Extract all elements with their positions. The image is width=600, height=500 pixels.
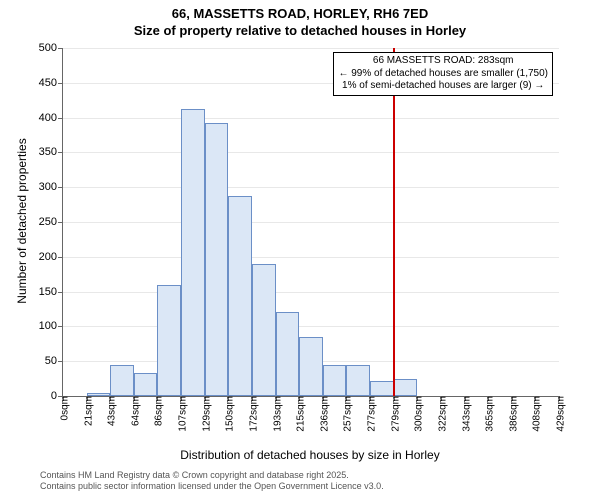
xtick-label: 86sqm [150, 396, 165, 426]
gridline [63, 152, 559, 153]
chart-container: 66, MASSETTS ROAD, HORLEY, RH6 7ED Size … [0, 0, 600, 500]
gridline [63, 48, 559, 49]
chart-title-line2: Size of property relative to detached ho… [0, 23, 600, 38]
xtick-label: 0sqm [56, 396, 71, 420]
marker-line [393, 48, 395, 396]
annotation-line1: 66 MASSETTS ROAD: 283sqm [338, 55, 548, 68]
xtick-label: 300sqm [410, 396, 425, 432]
xtick-label: 150sqm [221, 396, 236, 432]
ytick-label: 50 [45, 355, 63, 367]
xtick-label: 343sqm [457, 396, 472, 432]
xtick-label: 64sqm [126, 396, 141, 426]
footer-line2: Contains public sector information licen… [40, 481, 384, 492]
ytick-label: 400 [39, 112, 63, 124]
marker-annotation: 66 MASSETTS ROAD: 283sqm← 99% of detache… [333, 52, 553, 96]
histogram-bar [110, 365, 134, 396]
histogram-bar [205, 123, 229, 396]
xtick-label: 236sqm [315, 396, 330, 432]
histogram-bar [370, 381, 394, 396]
xtick-label: 215sqm [292, 396, 307, 432]
chart-footer: Contains HM Land Registry data © Crown c… [40, 470, 384, 493]
xtick-label: 365sqm [481, 396, 496, 432]
histogram-bar [276, 312, 300, 396]
chart-title-line1: 66, MASSETTS ROAD, HORLEY, RH6 7ED [0, 6, 600, 21]
histogram-bar [134, 373, 158, 396]
ytick-label: 350 [39, 146, 63, 158]
histogram-bar [299, 337, 323, 396]
y-axis-label: Number of detached properties [15, 121, 29, 321]
ytick-label: 250 [39, 216, 63, 228]
gridline [63, 187, 559, 188]
ytick-label: 200 [39, 251, 63, 263]
xtick-label: 408sqm [528, 396, 543, 432]
ytick-label: 500 [39, 42, 63, 54]
xtick-label: 279sqm [386, 396, 401, 432]
ytick-label: 450 [39, 77, 63, 89]
xtick-label: 129sqm [197, 396, 212, 432]
gridline [63, 257, 559, 258]
gridline [63, 222, 559, 223]
histogram-bar [252, 264, 276, 396]
ytick-label: 150 [39, 286, 63, 298]
histogram-bar [87, 393, 111, 396]
xtick-label: 322sqm [433, 396, 448, 432]
histogram-bar [394, 379, 418, 396]
xtick-label: 386sqm [504, 396, 519, 432]
annotation-line2: ← 99% of detached houses are smaller (1,… [338, 68, 548, 81]
xtick-label: 277sqm [363, 396, 378, 432]
xtick-label: 172sqm [244, 396, 259, 432]
gridline [63, 292, 559, 293]
histogram-bar [346, 365, 370, 396]
histogram-bar [181, 109, 205, 396]
xtick-label: 21sqm [79, 396, 94, 426]
histogram-bar [157, 285, 181, 396]
xtick-label: 193sqm [268, 396, 283, 432]
histogram-bar [228, 196, 252, 396]
xtick-label: 429sqm [552, 396, 567, 432]
gridline [63, 118, 559, 119]
xtick-label: 257sqm [339, 396, 354, 432]
annotation-line3: 1% of semi-detached houses are larger (9… [338, 80, 548, 93]
histogram-bar [323, 365, 347, 396]
ytick-label: 300 [39, 181, 63, 193]
footer-line1: Contains HM Land Registry data © Crown c… [40, 470, 384, 481]
plot-area: 0501001502002503003504004505000sqm21sqm4… [62, 48, 559, 397]
gridline [63, 326, 559, 327]
xtick-label: 43sqm [103, 396, 118, 426]
xtick-label: 107sqm [174, 396, 189, 432]
chart-title-block: 66, MASSETTS ROAD, HORLEY, RH6 7ED Size … [0, 6, 600, 38]
ytick-label: 100 [39, 320, 63, 332]
x-axis-label: Distribution of detached houses by size … [62, 448, 558, 462]
